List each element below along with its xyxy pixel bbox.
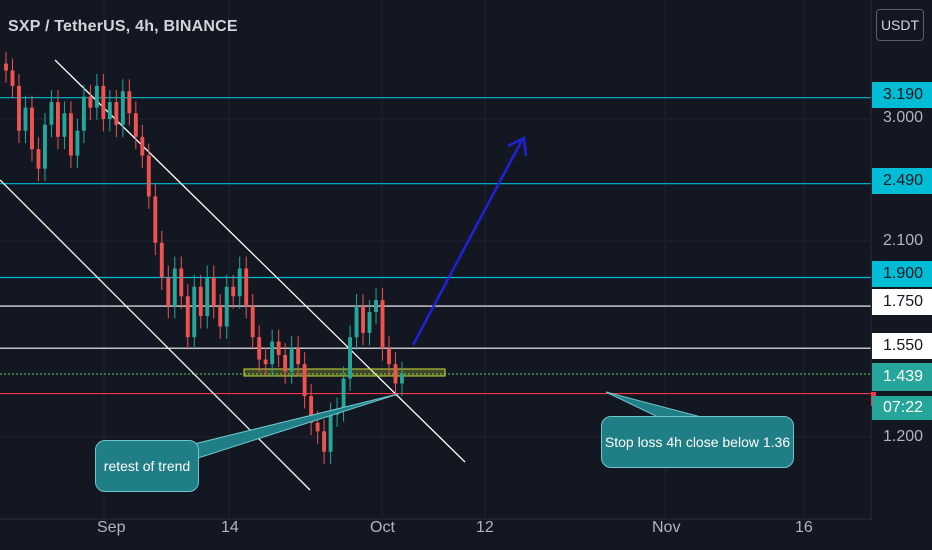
candles [4, 51, 404, 465]
candle-body [94, 85, 99, 108]
stop-loss-pointer [605, 391, 706, 419]
candle-body [49, 102, 54, 125]
candle-body [315, 422, 320, 432]
candle-body [23, 107, 28, 131]
price-label: 3.190 [872, 82, 932, 108]
bar-countdown-label: 07:22 [872, 396, 932, 420]
price-levels [0, 97, 871, 395]
candle-body [211, 277, 216, 307]
retest-pointer [189, 393, 399, 459]
candle-body [153, 196, 158, 243]
candle-body [185, 296, 190, 338]
candle-body [120, 91, 125, 125]
candle-body [322, 431, 327, 452]
candle-body [283, 354, 288, 372]
time-tick: Oct [370, 519, 395, 536]
candle-body [36, 149, 41, 169]
candle-body [88, 96, 93, 108]
candle-body [302, 364, 307, 397]
retest-zone [243, 368, 446, 377]
time-tick: 12 [476, 519, 494, 536]
candle-body [43, 124, 47, 169]
candle-body [81, 96, 86, 131]
price-tick: 2.100 [883, 232, 924, 249]
candle-body [166, 277, 171, 307]
candle-body [4, 63, 8, 71]
candle-body [179, 268, 184, 297]
candle-body [192, 286, 197, 338]
candle-body [374, 300, 378, 313]
candle-body [393, 364, 398, 384]
price-label: 1.900 [872, 261, 932, 287]
price-tick: 3.000 [883, 109, 924, 126]
candle-body [296, 348, 301, 365]
candle-body [263, 359, 268, 365]
candle-body [387, 348, 391, 365]
candle-body [30, 107, 34, 150]
candle-body [62, 113, 67, 137]
candle-body [400, 373, 404, 384]
candle-body [198, 286, 203, 317]
candle-body [348, 337, 353, 379]
candle-body [55, 102, 60, 137]
candle-body [107, 102, 112, 119]
stop-loss-callout[interactable]: Stop loss 4h close below 1.36 [601, 416, 794, 468]
candle-body [354, 306, 359, 338]
candle-body [380, 300, 385, 349]
candle-body [270, 341, 275, 365]
time-tick: 16 [795, 519, 813, 536]
candle-body [341, 378, 346, 410]
candle-body [276, 341, 281, 355]
retest-callout[interactable]: retest of trend [95, 440, 199, 492]
candle-body [172, 268, 177, 307]
candle-body [328, 414, 333, 452]
candle-body [367, 312, 372, 333]
candle-body [218, 306, 223, 327]
candle-body [159, 242, 164, 278]
candle-body [244, 268, 249, 307]
grid [0, 0, 871, 519]
candle-body [101, 85, 106, 119]
candle-body [309, 396, 314, 423]
price-label: 2.490 [872, 168, 932, 194]
candle-body [17, 85, 21, 131]
candle-body [10, 70, 15, 86]
candle-body [257, 337, 262, 360]
candle-body [250, 306, 255, 338]
candle-body [133, 113, 138, 137]
candle-body [231, 286, 236, 297]
currency-button[interactable]: USDT [876, 9, 924, 41]
candle-body [140, 136, 145, 156]
candle-body [205, 277, 210, 317]
candle-body [68, 113, 73, 156]
time-tick: Sep [97, 519, 126, 536]
candle-body [146, 155, 151, 197]
price-label: 1.550 [872, 333, 932, 359]
time-tick: Nov [652, 519, 681, 536]
chart-title: SXP / TetherUS, 4h, BINANCE [8, 18, 238, 35]
candle-body [75, 130, 80, 156]
projection-arrowhead [507, 136, 528, 157]
current-price-label: 1.439 [872, 363, 932, 391]
candle-body [237, 268, 242, 297]
price-tick: 1.200 [883, 428, 924, 445]
projection-arrow [411, 139, 524, 346]
candle-body [224, 286, 229, 327]
candle-body [127, 91, 132, 114]
candle-body [289, 348, 294, 372]
candle-body [361, 306, 365, 333]
time-tick: 14 [221, 519, 239, 536]
price-label: 1.750 [872, 289, 932, 315]
candle-body [114, 102, 119, 125]
